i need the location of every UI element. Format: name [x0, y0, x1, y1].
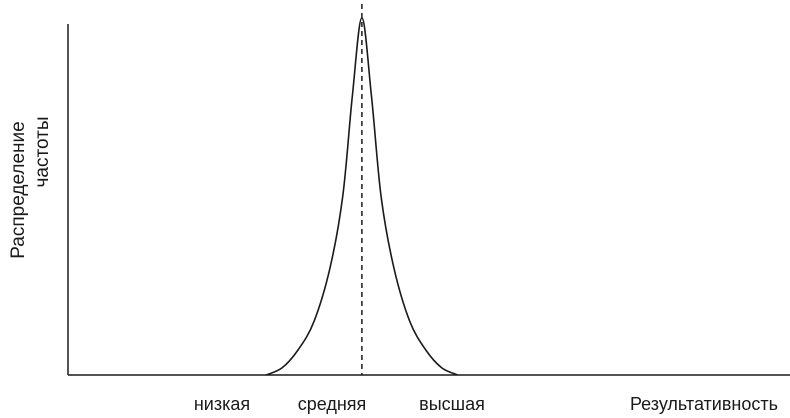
x-tick-label-low: низкая — [194, 394, 250, 414]
x-tick-label-high: высшая — [419, 394, 485, 414]
x-tick-label-mean: средняя — [298, 394, 367, 414]
distribution-curve — [265, 17, 459, 376]
y-axis-title-line-1: Распределение — [8, 121, 29, 258]
y-axis-title-line-2: частоты — [32, 117, 53, 188]
y-axis-title: Распределение частоты — [8, 117, 53, 259]
x-axis-title: Результативность — [630, 394, 778, 414]
